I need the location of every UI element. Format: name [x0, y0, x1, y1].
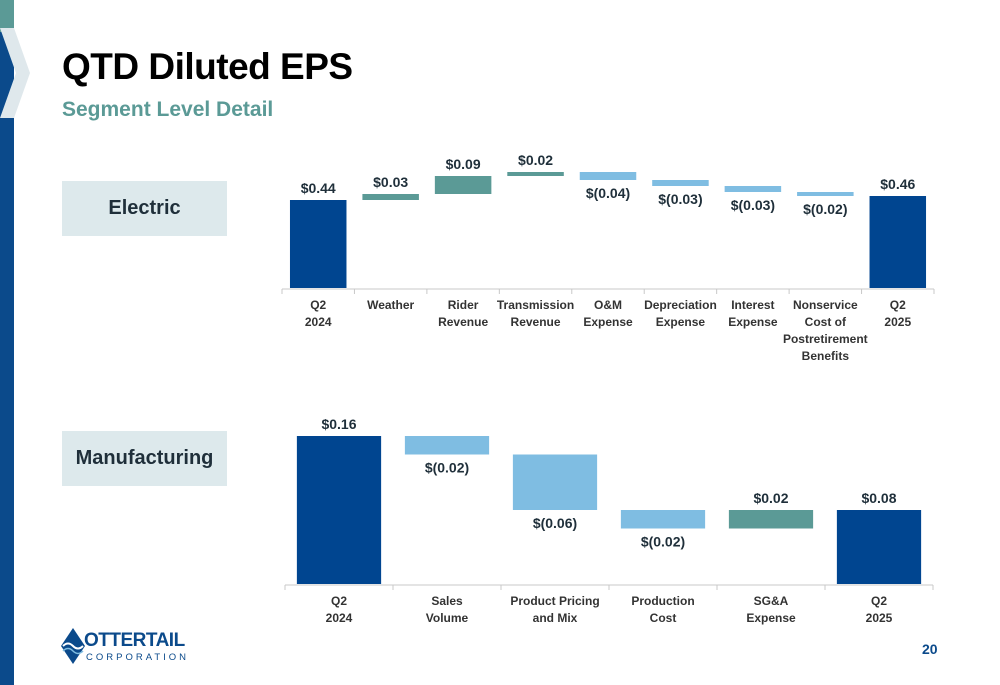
segment-label-electric: Electric	[62, 181, 227, 236]
category-label: 2024	[326, 611, 353, 625]
category-label: Expense	[728, 315, 778, 329]
waterfall-bar	[362, 194, 419, 200]
waterfall-bar	[296, 436, 382, 584]
waterfall-bar	[579, 172, 637, 180]
data-label: $0.08	[861, 490, 896, 506]
ottertail-logo-icon	[61, 628, 85, 664]
category-label: Q2	[890, 298, 906, 312]
left-accent-bar	[0, 0, 14, 685]
page-title: QTD Diluted EPS	[62, 46, 353, 87]
data-label: $0.09	[446, 156, 481, 172]
data-label: $0.03	[373, 174, 408, 190]
category-label: SG&A	[754, 594, 789, 608]
waterfall-bar	[724, 186, 782, 192]
category-label: 2025	[866, 611, 893, 625]
category-label: O&M	[594, 298, 622, 312]
category-label: Rider	[448, 298, 479, 312]
category-label: Production	[631, 594, 694, 608]
data-label: $0.02	[518, 152, 553, 168]
waterfall-bar	[652, 180, 709, 186]
waterfall-bar	[869, 196, 927, 288]
data-label: $0.44	[301, 180, 336, 196]
category-label: Cost of	[805, 315, 847, 329]
logo-name: OTTERTAIL	[84, 630, 185, 651]
data-label: $(0.02)	[803, 201, 847, 217]
category-label: Q2	[331, 594, 347, 608]
data-label: $(0.02)	[425, 460, 469, 476]
waterfall-bar	[797, 192, 854, 196]
category-label: Q2	[310, 298, 326, 312]
category-label: Q2	[871, 594, 887, 608]
segment-label-manufacturing: Manufacturing	[62, 431, 227, 486]
left-accent-bar-top	[0, 0, 14, 32]
chevron-decoration	[0, 28, 30, 118]
page-subtitle: Segment Level Detail	[62, 98, 274, 121]
category-label: Depreciation	[644, 298, 717, 312]
category-label: Postretirement	[783, 332, 868, 346]
category-label: 2024	[305, 315, 332, 329]
category-label: Expense	[583, 315, 633, 329]
category-label: and Mix	[533, 611, 578, 625]
category-label: Volume	[426, 611, 469, 625]
category-label: Weather	[367, 298, 414, 312]
waterfall-bar	[507, 172, 564, 176]
waterfall-bar	[434, 176, 492, 194]
data-label: $(0.02)	[641, 534, 685, 550]
category-label: Expense	[746, 611, 796, 625]
data-label: $(0.06)	[533, 515, 577, 531]
category-label: Transmission	[497, 298, 574, 312]
waterfall-bar	[728, 510, 814, 529]
data-label: $(0.03)	[658, 191, 702, 207]
category-label: Nonservice	[793, 298, 858, 312]
page-number: 20	[922, 641, 938, 657]
category-label: Revenue	[511, 315, 561, 329]
waterfall-bar	[512, 454, 598, 510]
data-label: $0.46	[880, 176, 915, 192]
data-label: $0.02	[753, 490, 788, 506]
category-label: Product Pricing	[510, 594, 599, 608]
logo-tagline: CORPORATION	[86, 652, 190, 663]
category-label: 2025	[884, 315, 911, 329]
waterfall-bar	[836, 510, 922, 584]
data-label: $(0.03)	[731, 197, 775, 213]
category-label: Sales	[431, 594, 463, 608]
category-label: Benefits	[802, 349, 850, 363]
category-label: Expense	[656, 315, 706, 329]
waterfall-bar	[620, 510, 706, 529]
waterfall-bar	[404, 436, 490, 455]
category-label: Interest	[731, 298, 774, 312]
category-label: Cost	[650, 611, 677, 625]
data-label: $(0.04)	[586, 185, 630, 201]
waterfall-bar	[289, 200, 347, 288]
category-label: Revenue	[438, 315, 488, 329]
data-label: $0.16	[321, 416, 356, 432]
